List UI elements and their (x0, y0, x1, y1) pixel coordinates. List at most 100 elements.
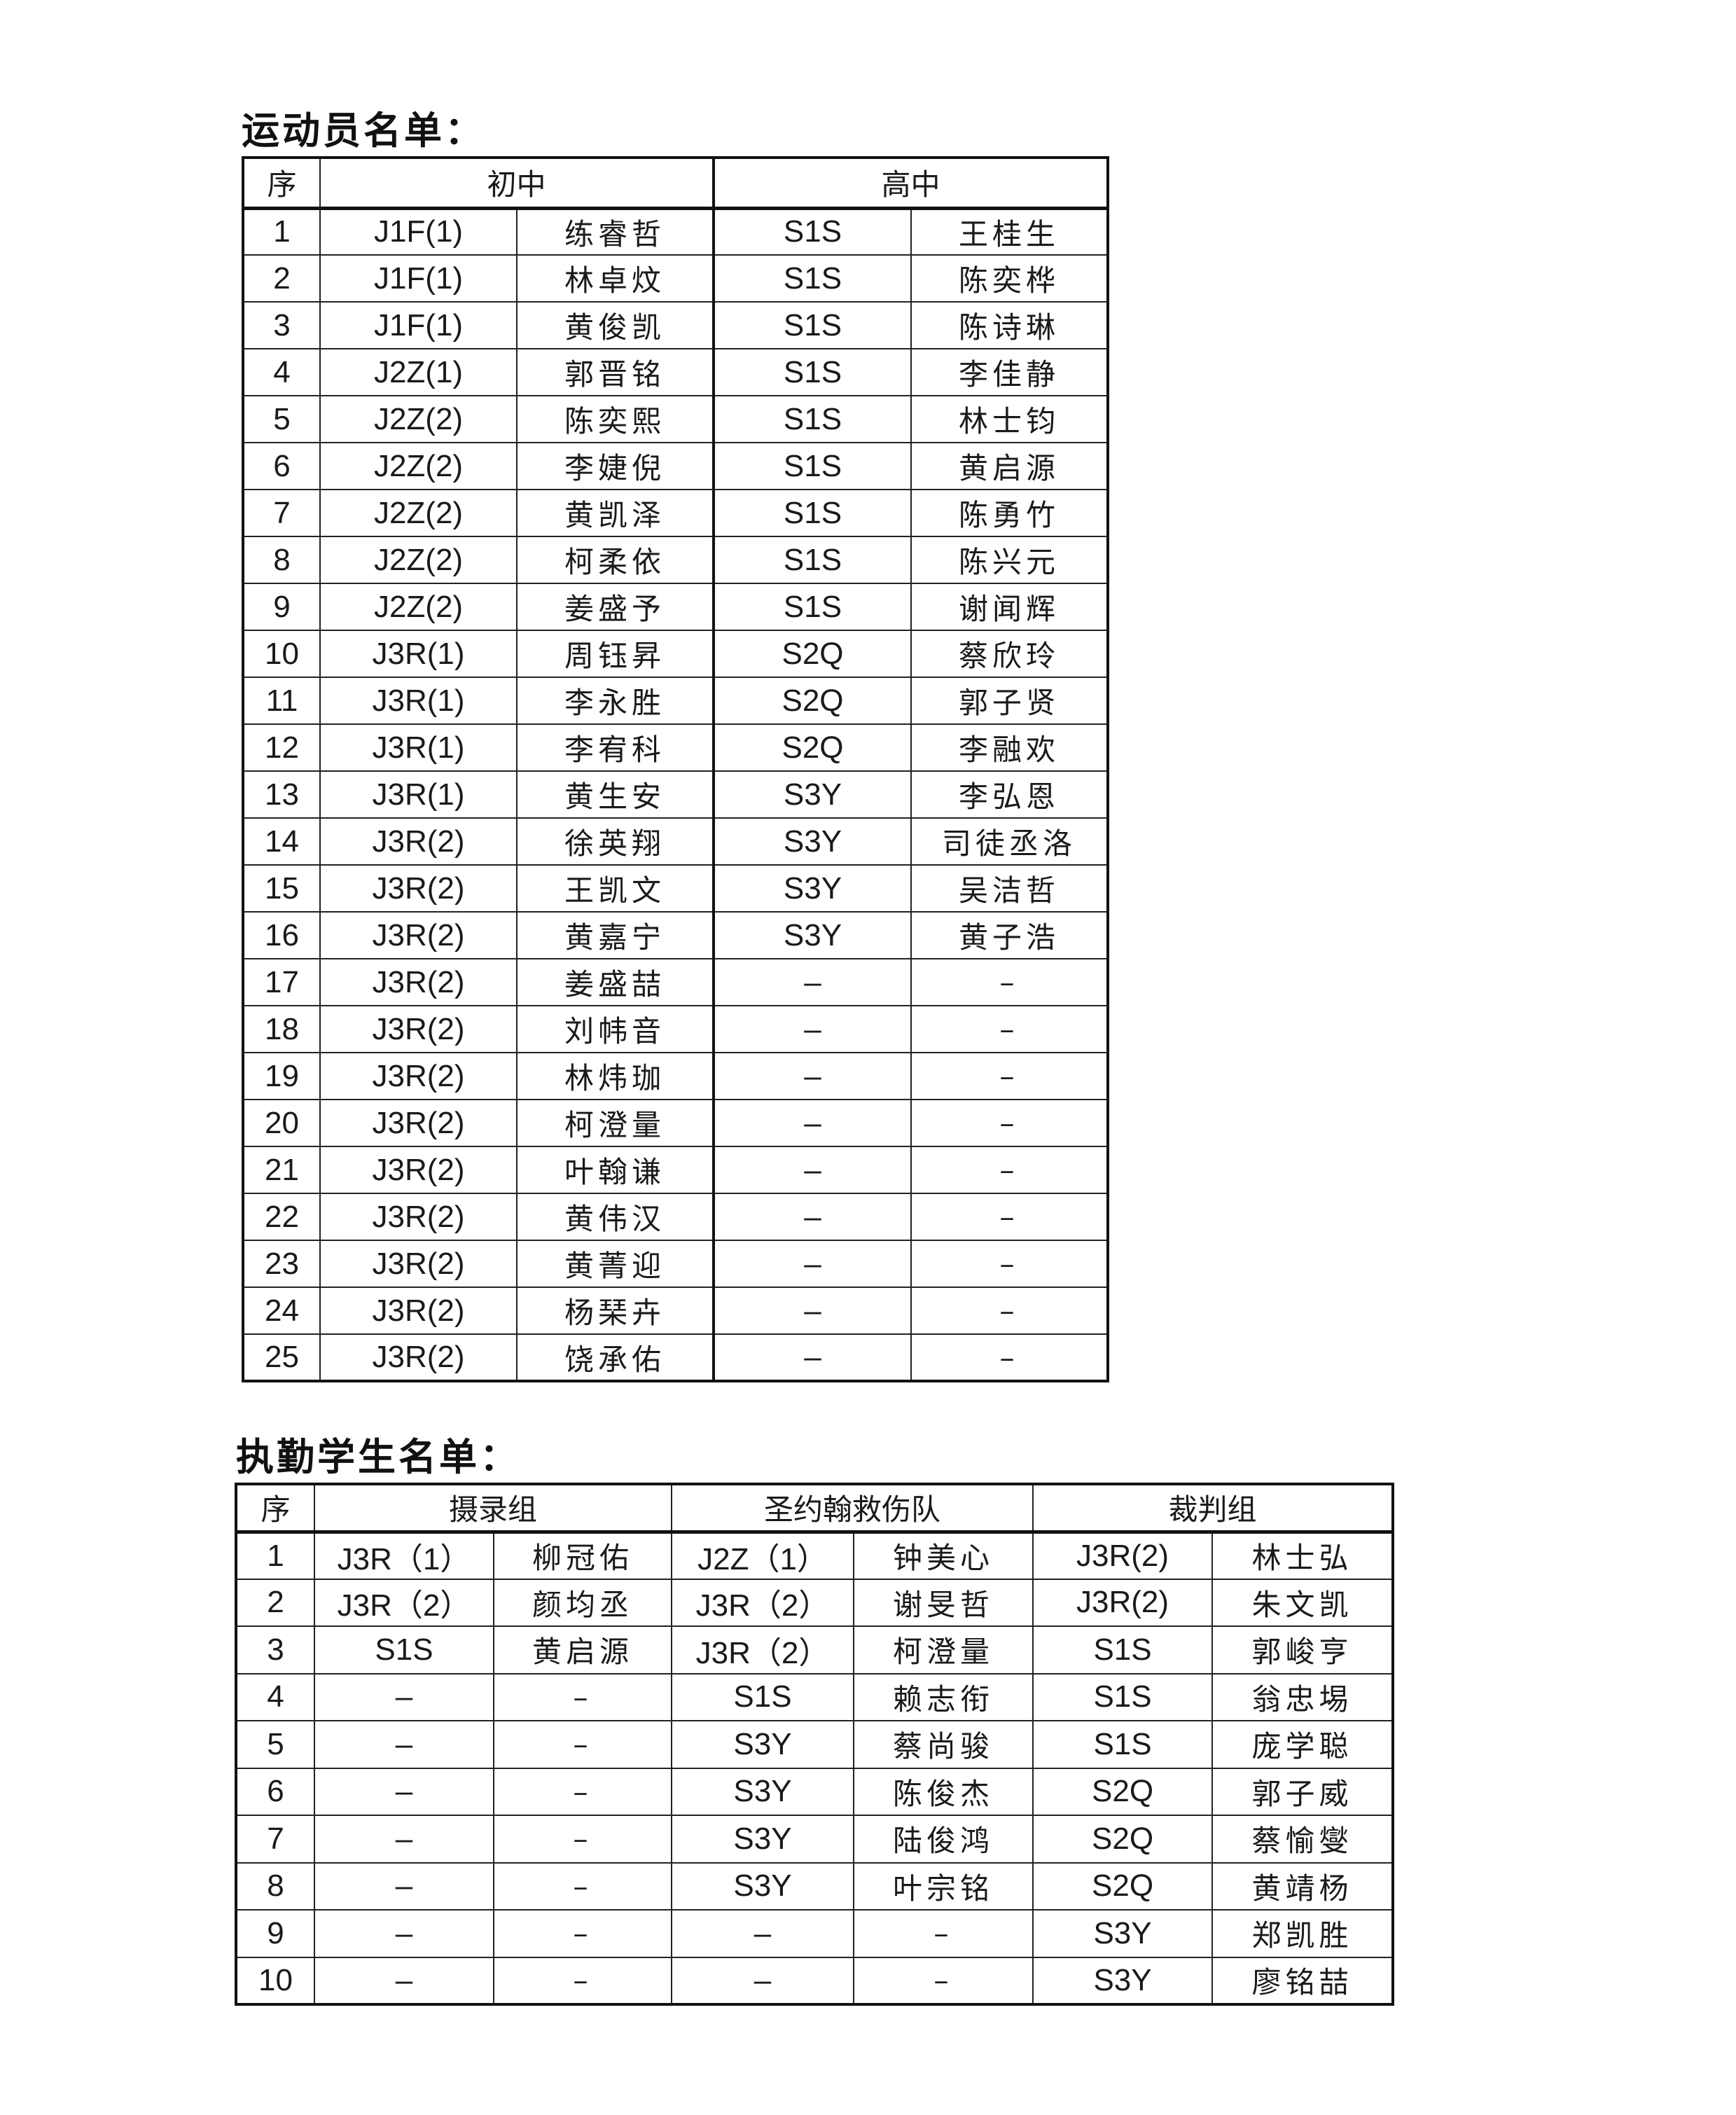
junior-class-cell: J3R(2) (319, 1333, 518, 1382)
table-row: 4– – S1S 赖志衔 S1S 翁忠埸 (235, 1672, 1394, 1721)
junior-class-cell: J2Z(2) (319, 442, 518, 490)
seq-cell: 21 (242, 1146, 321, 1194)
table-row: 3 J1F(1) 黄俊凯 S1S 陈诗琳 (242, 301, 1109, 349)
senior-class-cell: S1S (713, 301, 912, 349)
duty-header-row: 序 摄录组 圣约翰救伤队 裁判组 (235, 1483, 1394, 1534)
senior-name-cell: – (910, 1052, 1109, 1100)
junior-name-cell: 陈奕熙 (515, 395, 716, 443)
senior-class-cell: – (713, 1005, 912, 1053)
seq-cell: 1 (242, 207, 321, 256)
table-row: 13 J3R(1) 黄生安 S3Y 李弘恩 (242, 770, 1109, 819)
ambulance-class-cell: S3Y (671, 1861, 855, 1911)
table-row: 10 J3R(1) 周钰昇 S2Q 蔡欣玲 (242, 630, 1109, 678)
senior-name-cell: 陈诗琳 (910, 301, 1109, 349)
junior-class-cell: J3R(2) (319, 864, 518, 913)
seq-cell: 1 (235, 1531, 315, 1580)
photo-class-cell: – (314, 1672, 494, 1721)
referee-class-cell: S1S (1032, 1625, 1214, 1674)
senior-class-cell: – (713, 1333, 912, 1382)
table-row: 1 J3R（1） 柳冠佑 J2Z（1） 钟美心 J3R(2) 林士弘 (235, 1531, 1394, 1580)
junior-name-cell: 王凯文 (515, 864, 716, 913)
referee-class-cell: S3Y (1032, 1909, 1214, 1958)
table-row: 6 J2Z(2) 李婕倪 S1S 黄启源 (242, 442, 1109, 490)
junior-class-cell: J3R(2) (319, 1005, 518, 1053)
duty-list-title: 执勤学生名单： (236, 1434, 520, 1479)
seq-cell: 12 (242, 723, 321, 772)
table-row: 9 J2Z(2) 姜盛予 S1S 谢闻辉 (242, 583, 1109, 631)
ambulance-name-cell: 叶宗铭 (853, 1861, 1034, 1911)
referee-name-cell: 翁忠埸 (1211, 1672, 1394, 1721)
senior-name-cell: – (910, 1287, 1109, 1335)
senior-class-cell: S1S (713, 442, 912, 490)
junior-class-cell: J2Z(1) (319, 348, 518, 396)
junior-class-cell: J3R(2) (319, 1099, 518, 1147)
seq-cell: 4 (242, 348, 321, 396)
seq-cell: 2 (242, 254, 321, 303)
table-row: 18 J3R(2) 刘帏音 – – (242, 1005, 1109, 1053)
table-row: 8– – S3Y 叶宗铭 S2Q 黄靖杨 (235, 1861, 1394, 1911)
table-row: 16 J3R(2) 黄嘉宁 S3Y 黄子浩 (242, 911, 1109, 959)
seq-cell: 3 (242, 301, 321, 349)
table-row: 20 J3R(2) 柯澄量 – – (242, 1099, 1109, 1147)
junior-name-cell: 黄伟汉 (515, 1193, 716, 1241)
table-row: 3 S1S 黄启源 J3R（2） 柯澄量 S1S 郭峻亨 (235, 1625, 1394, 1674)
junior-name-cell: 姜盛喆 (515, 958, 716, 1006)
junior-name-cell: 李宥科 (515, 723, 716, 772)
seq-cell: 7 (235, 1815, 315, 1864)
junior-class-cell: J3R(2) (319, 1287, 518, 1335)
photo-class-cell: – (314, 1909, 494, 1958)
junior-class-cell: J3R(2) (319, 1146, 518, 1194)
senior-class-cell: S3Y (713, 911, 912, 959)
referee-class-cell: S3Y (1032, 1956, 1214, 2005)
ambulance-class-cell: J2Z（1） (671, 1531, 855, 1580)
senior-class-cell: S1S (713, 583, 912, 631)
header-senior: 高中 (713, 157, 1109, 210)
ambulance-name-cell: 陆俊鸿 (853, 1815, 1034, 1864)
junior-name-cell: 林卓炆 (515, 254, 716, 303)
junior-class-cell: J3R(2) (319, 911, 518, 959)
junior-name-cell: 柯澄量 (515, 1099, 716, 1147)
senior-name-cell: 黄子浩 (910, 911, 1109, 959)
senior-class-cell: S2Q (713, 630, 912, 678)
table-row: 17 J3R(2) 姜盛喆 – – (242, 958, 1109, 1006)
junior-name-cell: 叶翰谦 (515, 1146, 716, 1194)
junior-name-cell: 杨琹卉 (515, 1287, 716, 1335)
senior-class-cell: – (713, 1052, 912, 1100)
ambulance-name-cell: 蔡尚骏 (853, 1720, 1034, 1769)
senior-class-cell: S3Y (713, 770, 912, 819)
seq-cell: 8 (235, 1861, 315, 1911)
junior-class-cell: J2Z(2) (319, 583, 518, 631)
junior-class-cell: J3R(2) (319, 817, 518, 866)
photo-class-cell: J3R（2） (314, 1578, 494, 1627)
referee-name-cell: 林士弘 (1211, 1531, 1394, 1580)
ambulance-name-cell: 赖志衔 (853, 1672, 1034, 1721)
duty-students-table: 序 摄录组 圣约翰救伤队 裁判组 1 J3R（1） 柳冠佑 J2Z（1） 钟美心 J3R(… (235, 1483, 1395, 2006)
senior-name-cell: 黄启源 (910, 442, 1109, 490)
senior-class-cell: S1S (713, 348, 912, 396)
junior-name-cell: 徐英翔 (515, 817, 716, 866)
referee-class-cell: J3R(2) (1032, 1531, 1214, 1580)
seq-cell: 17 (242, 958, 321, 1006)
senior-name-cell: 李弘恩 (910, 770, 1109, 819)
athletes-table: 序 初中 高中 1 J1F(1) 练睿哲 S1S 王桂生 2 J1F(1) 林卓炆 S1S 陈奕桦… (242, 156, 1110, 1382)
senior-class-cell: S1S (713, 395, 912, 443)
senior-class-cell: S2Q (713, 677, 912, 725)
junior-name-cell: 黄俊凯 (515, 301, 716, 349)
junior-name-cell: 林炜珈 (515, 1052, 716, 1100)
senior-name-cell: – (910, 1333, 1109, 1382)
senior-class-cell: – (713, 1240, 912, 1288)
junior-name-cell: 李婕倪 (515, 442, 716, 490)
seq-cell: 15 (242, 864, 321, 913)
referee-name-cell: 庞学聪 (1211, 1720, 1394, 1769)
senior-class-cell: – (713, 1099, 912, 1147)
senior-name-cell: 司徒丞洛 (910, 817, 1109, 866)
seq-cell: 3 (235, 1625, 315, 1674)
seq-cell: 10 (235, 1956, 315, 2005)
photo-class-cell: J3R（1） (314, 1531, 494, 1580)
header-seq: 序 (235, 1483, 315, 1534)
junior-name-cell: 柯柔依 (515, 536, 716, 584)
referee-name-cell: 郭子威 (1211, 1767, 1394, 1816)
photo-name-cell: 黄启源 (492, 1625, 673, 1674)
senior-class-cell: – (713, 1287, 912, 1335)
senior-name-cell: – (910, 1240, 1109, 1288)
